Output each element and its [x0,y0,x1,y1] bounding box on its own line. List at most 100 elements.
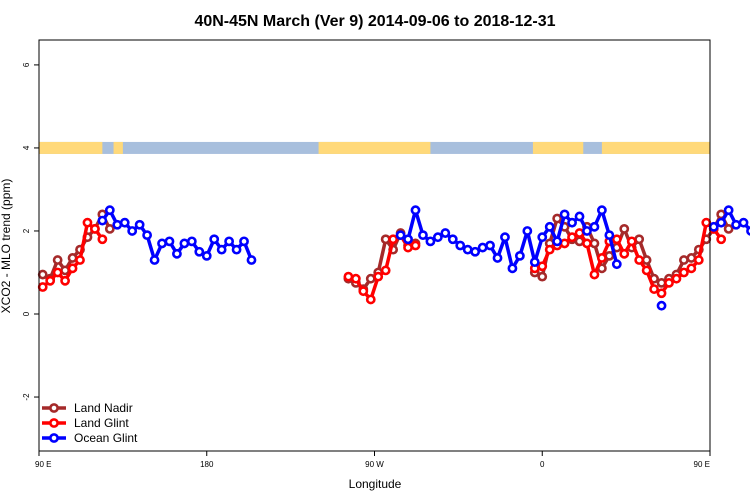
data-point [239,236,249,247]
data-point [60,275,70,286]
data-point [142,230,153,241]
series-layer [37,205,750,311]
data-point [410,205,421,216]
data-point [716,217,727,228]
data-point [403,242,413,253]
data-point [596,205,607,216]
legend-marker [49,403,59,413]
data-point [589,221,600,232]
data-point [507,263,518,274]
data-point [746,226,750,236]
data-point [82,217,93,228]
data-point [604,230,615,241]
data-point [104,223,115,234]
data-point [209,234,220,245]
data-point [537,261,548,272]
data-point [589,238,600,249]
data-point [380,234,391,245]
legend-marker [49,418,59,428]
data-point [410,240,421,251]
data-point [45,275,56,286]
data-point [52,267,63,278]
data-point [664,277,674,288]
data-point [97,234,108,245]
data-point [380,265,391,276]
data-point [67,253,78,263]
data-point [186,236,197,247]
data-point [447,234,458,245]
data-point [119,217,130,228]
data-point [574,228,585,238]
data-point [477,242,488,253]
data-point [723,205,734,216]
data-point [462,244,473,255]
data-point [604,250,615,261]
data-point [723,223,734,234]
data-point [537,232,548,243]
land-band-segment [318,141,431,154]
data-point [67,263,78,274]
data-point [656,300,667,311]
data-point [701,217,712,228]
data-point [172,248,182,259]
y-tick-label: 4 [22,145,31,150]
data-point [611,234,622,245]
data-point [679,267,689,278]
data-point [567,217,577,228]
data-point [738,217,749,228]
data-point [470,246,481,257]
data-point [544,244,555,255]
data-point [350,273,361,284]
data-point [686,253,697,263]
y-axis-label: XCO2 - MLO trend (ppm) [0,179,13,314]
data-point [37,282,48,292]
data-point [686,263,697,274]
y-tick-label: 6 [22,62,31,67]
data-point [418,230,428,241]
data-point [619,248,630,259]
data-point [582,238,592,249]
data-point [75,255,85,265]
data-point [164,236,175,247]
legend-label: Ocean Glint [74,431,138,445]
data-point [179,238,190,249]
y-axis: -2 0 2 4 6 [22,62,39,401]
data-point [537,271,548,282]
data-point [529,257,540,268]
y-tick-label: 2 [22,228,31,233]
data-point [432,232,443,243]
data-point [455,240,466,251]
data-point [634,255,645,265]
y-tick-label: -2 [22,393,31,401]
x-axis-label: Longitude [349,477,402,491]
data-point [112,219,123,230]
land-band-segment [39,141,103,154]
data-point [544,221,555,232]
legend-label: Land Glint [74,416,129,430]
x-axis: 90 E 180 90 W 0 90 E [35,451,711,469]
land-band-segment [113,141,123,154]
legend-label: Land Nadir [74,401,133,415]
data-point [216,244,227,255]
data-point [567,232,577,243]
data-point [649,284,659,294]
data-point [149,255,160,265]
data-point [582,226,592,236]
data-point [395,230,406,241]
data-point [440,228,451,238]
x-tick-label: 90 W [365,460,384,469]
data-point [611,259,622,270]
data-point [552,213,563,224]
data-point [37,269,48,280]
data-point [656,288,667,299]
legend-marker [49,433,59,443]
x-tick-label: 90 E [694,460,710,469]
data-point [60,265,70,276]
data-point [97,215,108,226]
series-ocean-glint [97,205,750,311]
data-point [693,255,704,265]
data-point [403,234,413,245]
data-point [485,240,495,251]
data-point [365,294,376,305]
